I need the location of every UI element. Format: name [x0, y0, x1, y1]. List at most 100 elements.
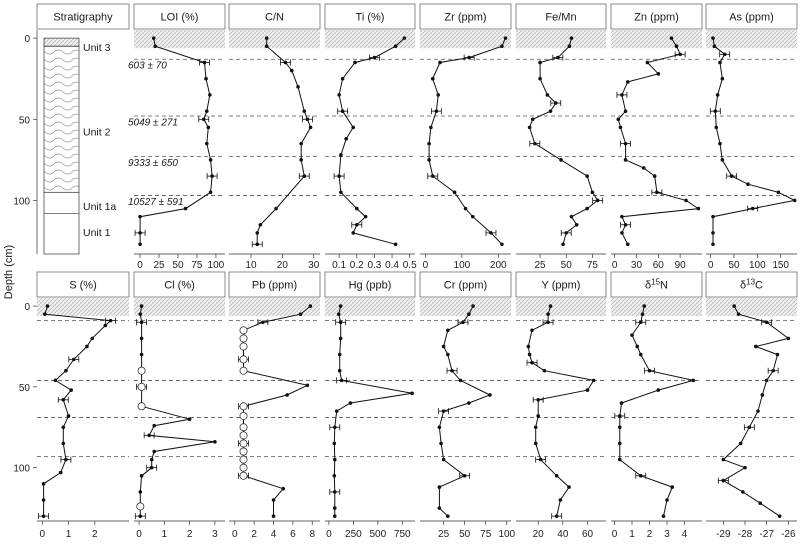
data-point — [691, 378, 696, 383]
data-line — [722, 305, 790, 517]
data-point — [638, 352, 643, 357]
x-tick-label: 1 — [629, 529, 635, 540]
data-point — [713, 109, 718, 113]
panel-strip — [419, 271, 512, 298]
x-tick-label: 50 — [172, 260, 184, 271]
data-point — [108, 318, 113, 323]
data-point — [213, 440, 217, 444]
x-tick-label: 0 — [136, 529, 142, 540]
x-tick-label: 750 — [394, 529, 411, 540]
data-point — [623, 109, 628, 113]
data-point — [722, 52, 727, 57]
data-point — [138, 242, 142, 247]
data-point — [619, 401, 624, 405]
data-point — [139, 336, 144, 341]
surface-hatch — [229, 30, 320, 49]
panel-strip — [515, 271, 607, 298]
data-point — [771, 368, 775, 373]
data-point — [430, 174, 435, 178]
data-line — [139, 306, 215, 517]
data-point — [746, 182, 750, 187]
data-point — [338, 320, 343, 325]
data-point — [743, 465, 747, 470]
x-tick-label: 75 — [480, 529, 492, 540]
data-point — [429, 125, 433, 130]
data-point — [139, 473, 144, 478]
surface-hatch — [516, 30, 606, 49]
data-point — [271, 498, 276, 502]
data-point — [58, 470, 63, 475]
surface-hatch — [420, 298, 511, 317]
data-point — [64, 368, 68, 373]
data-point — [149, 465, 154, 470]
data-point — [467, 55, 471, 60]
data-point — [738, 441, 743, 446]
x-tick-label: 2 — [251, 529, 257, 540]
panel-stratigraphy: Stratigraphy — [36, 3, 130, 30]
data-point — [446, 328, 450, 333]
data-point — [53, 378, 58, 383]
x-tick-label: 2 — [647, 529, 653, 540]
data-point — [271, 514, 276, 518]
data-point — [564, 231, 569, 235]
data-point — [674, 44, 679, 49]
data-point — [590, 190, 595, 195]
data-point-open — [136, 502, 145, 511]
data-point — [296, 85, 300, 89]
data-point-open — [239, 455, 248, 464]
data-point — [559, 158, 563, 162]
data-point — [489, 231, 493, 235]
data-line — [338, 37, 405, 245]
x-tick-label: 0 — [612, 260, 618, 271]
data-point — [41, 498, 46, 502]
data-point — [281, 486, 286, 491]
data-point-open — [239, 423, 248, 432]
x-tick-label: 500 — [369, 529, 386, 540]
data-point-open — [239, 471, 248, 480]
data-point — [302, 109, 307, 113]
x-tick-label: 75 — [587, 260, 599, 271]
data-point — [640, 312, 645, 316]
data-point-open — [239, 355, 248, 364]
data-line — [428, 37, 506, 245]
data-point — [258, 222, 263, 227]
data-point — [558, 498, 563, 502]
data-point — [427, 158, 431, 162]
panel-strip — [133, 271, 226, 298]
data-point — [446, 514, 450, 518]
data-line — [438, 305, 492, 517]
data-point — [69, 388, 73, 392]
data-point — [147, 433, 151, 438]
x-tick-label: 30 — [631, 260, 643, 271]
data-point — [149, 457, 154, 462]
data-point — [711, 214, 715, 219]
data-point — [638, 320, 643, 325]
data-point — [538, 457, 543, 462]
data-point — [536, 398, 540, 402]
surface-hatch — [134, 30, 225, 49]
x-tick-label: 8 — [309, 529, 315, 540]
data-line — [43, 305, 112, 517]
data-point — [567, 44, 572, 49]
data-point — [546, 320, 550, 325]
data-point — [305, 117, 310, 122]
data-point — [718, 141, 722, 146]
data-point — [206, 125, 211, 130]
data-point — [488, 393, 492, 397]
x-tick-label: -28 — [738, 529, 753, 540]
panel-zr-ppm: Zr (ppm) 0 100 200 — [419, 3, 512, 271]
data-point — [437, 425, 442, 430]
data-point — [441, 409, 446, 413]
data-point — [308, 125, 313, 130]
data-point — [305, 383, 310, 388]
data-point — [585, 388, 590, 392]
data-point — [720, 158, 725, 162]
data-point — [656, 388, 661, 392]
surface-hatch — [134, 298, 225, 317]
depth-tick-label: 100 — [13, 196, 30, 207]
data-point — [471, 304, 475, 308]
data-point — [64, 457, 68, 462]
data-point — [536, 414, 540, 418]
panel-title: Y (ppm) — [542, 280, 581, 292]
age-label-9333-650: 9333 ± 650 — [128, 158, 178, 169]
